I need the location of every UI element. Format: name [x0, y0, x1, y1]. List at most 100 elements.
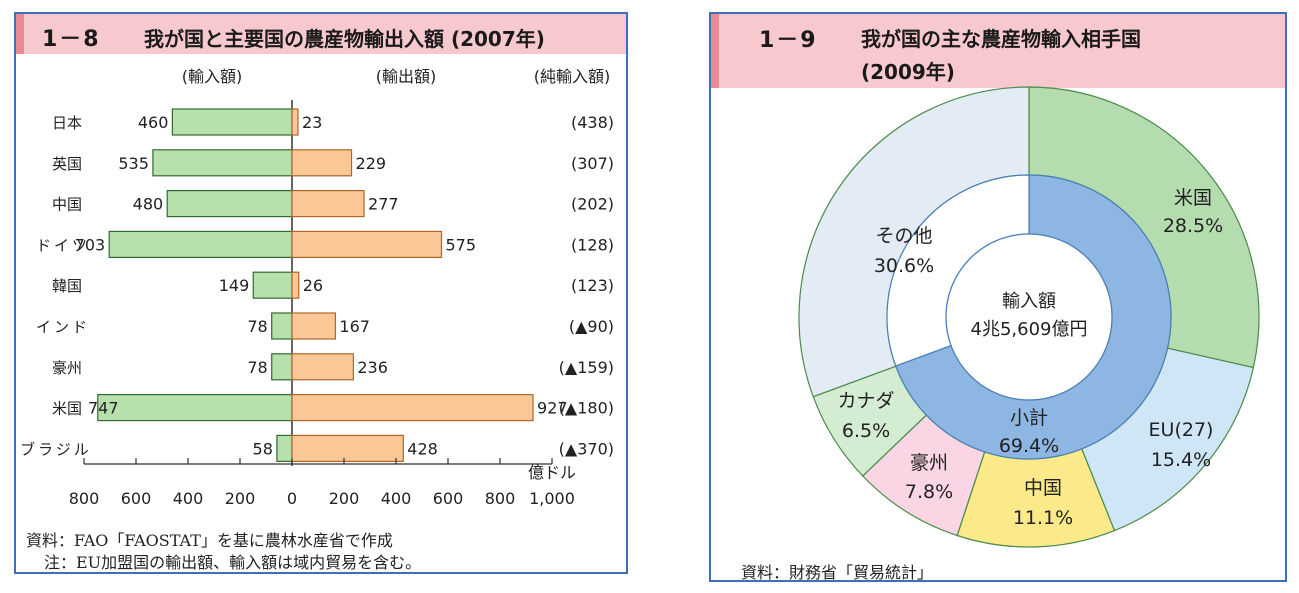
net-import-label: (▲159): [559, 358, 614, 377]
import-value-label: 78: [247, 358, 267, 377]
import-bar: [252, 271, 293, 299]
net-import-label: (202): [571, 195, 614, 214]
center-hole: [945, 233, 1113, 401]
bar-chart-source: 資料：FAO「FAOSTAT」を基に農林水産省で作成: [26, 531, 393, 550]
export-value-label: 927: [537, 399, 568, 418]
import-value-label: 480: [133, 195, 164, 214]
x-tick-label: 1,000: [529, 489, 575, 508]
bar-chart-title-bar: 1－8 我が国と主要国の農産物輸出入額 (2007年): [16, 14, 626, 54]
import-bar: [271, 353, 293, 381]
donut-chart-subtitle: (2009年): [861, 60, 955, 84]
export-bar: [291, 312, 337, 340]
title-accent: [16, 14, 24, 54]
import-value-label: 460: [138, 113, 169, 132]
x-tick-label: 0: [287, 489, 297, 508]
bar-chart-note: 注：EU加盟国の輸出額、輸入額は域内貿易を含む。: [44, 553, 422, 572]
bar-chart-number: 1－8: [42, 27, 101, 52]
import-bar: [152, 149, 293, 177]
slice-value-label: 15.4%: [1151, 449, 1211, 471]
slice-label: その他: [875, 225, 932, 247]
import-value-label: 535: [118, 154, 149, 173]
export-bar: [291, 394, 534, 422]
unit-label: 億ドル: [528, 463, 576, 482]
subtotal-value-label: 69.4%: [999, 435, 1059, 457]
bar-chart: (輸入額) (輸出額) (純輸入額) 日本 460 23 (438) 英国 535 229 (307…: [20, 67, 614, 508]
import-value-label: 58: [253, 439, 273, 458]
center-label: 輸入額: [1002, 291, 1056, 312]
slice-label: カナダ: [837, 390, 894, 412]
x-tick-label: 200: [329, 489, 360, 508]
x-tick-label: 600: [121, 489, 152, 508]
x-tick-label: 800: [485, 489, 516, 508]
slice-label: EU(27): [1149, 419, 1214, 441]
import-bar: [108, 230, 293, 258]
donut-chart-title-bar: 1－9 我が国の主な農産物輸入相手国 (2009年): [711, 14, 1285, 88]
import-value-label: 78: [247, 317, 267, 336]
slice-value-label: 7.8%: [905, 481, 953, 503]
column-header: (輸出額): [376, 67, 437, 86]
export-bar: [291, 434, 404, 462]
category-label: 豪州: [52, 359, 82, 377]
slice-value-label: 6.5%: [842, 420, 890, 442]
net-import-label: (128): [571, 235, 614, 254]
donut-chart-number: 1－9: [759, 28, 818, 53]
x-tick-label: 600: [433, 489, 464, 508]
import-bar: [166, 190, 293, 218]
import-bar: [97, 394, 293, 422]
import-bar: [271, 312, 293, 340]
category-label: 韓国: [52, 277, 82, 295]
bar-chart-title: 我が国と主要国の農産物輸出入額 (2007年): [144, 27, 545, 51]
net-import-label: (▲370): [559, 439, 614, 458]
title-accent: [711, 14, 719, 88]
export-bar: [291, 353, 354, 381]
export-bar: [291, 230, 443, 258]
category-label: インド: [36, 318, 90, 336]
export-value-label: 277: [368, 195, 399, 214]
import-value-label: 149: [219, 276, 250, 295]
category-label: ブラジル: [20, 440, 92, 458]
donut-chart: 米国 28.5% EU(27) 15.4% 中国 11.1% 豪州 7.8% カナダ 6.5% その…: [798, 86, 1260, 548]
category-label: 日本: [52, 114, 82, 132]
export-bar: [291, 271, 300, 299]
donut-chart-panel: 1－9 我が国の主な農産物輸入相手国 (2009年) 米国 28.5% EU(27)…: [709, 12, 1287, 582]
slice-label: 米国: [1174, 187, 1212, 209]
category-label: ドイツ: [36, 236, 90, 254]
x-tick-label: 400: [173, 489, 204, 508]
export-bar: [291, 149, 353, 177]
column-header: (輸入額): [182, 67, 243, 86]
export-value-label: 23: [302, 113, 322, 132]
import-value-label: 747: [88, 399, 119, 418]
export-value-label: 236: [357, 358, 388, 377]
slice-label: 中国: [1024, 477, 1062, 499]
export-value-label: 26: [303, 276, 323, 295]
subtotal-label: 小計: [1010, 407, 1048, 429]
donut-chart-title: 我が国の主な農産物輸入相手国: [861, 27, 1141, 51]
category-label: 中国: [52, 196, 82, 214]
export-value-label: 229: [356, 154, 387, 173]
category-label: 英国: [52, 155, 82, 173]
category-label: 米国: [52, 400, 82, 418]
net-import-label: (▲180): [559, 399, 614, 418]
slice-value-label: 28.5%: [1163, 215, 1223, 237]
bar-chart-panel: 1－8 我が国と主要国の農産物輸出入額 (2007年) (輸入額) (輸出額) (純…: [14, 12, 628, 574]
x-tick-label: 400: [381, 489, 412, 508]
net-import-label: (438): [571, 113, 614, 132]
export-value-label: 428: [407, 439, 438, 458]
x-tick-label: 200: [225, 489, 256, 508]
net-import-label: (▲90): [569, 317, 614, 336]
slice-value-label: 11.1%: [1013, 507, 1073, 529]
export-value-label: 167: [339, 317, 370, 336]
center-value-label: 4兆5,609億円: [971, 319, 1088, 340]
column-header: (純輸入額): [534, 67, 611, 86]
donut-chart-source: 資料：財務省「貿易統計」: [741, 563, 934, 582]
slice-label: 豪州: [910, 452, 948, 474]
import-bar: [171, 108, 293, 136]
x-tick-label: 800: [69, 489, 100, 508]
export-bar: [291, 190, 365, 218]
import-value-label: 703: [75, 235, 106, 254]
net-import-label: (123): [571, 276, 614, 295]
slice-value-label: 30.6%: [874, 255, 934, 277]
export-value-label: 575: [446, 235, 477, 254]
net-import-label: (307): [571, 154, 614, 173]
export-bar: [291, 108, 299, 136]
